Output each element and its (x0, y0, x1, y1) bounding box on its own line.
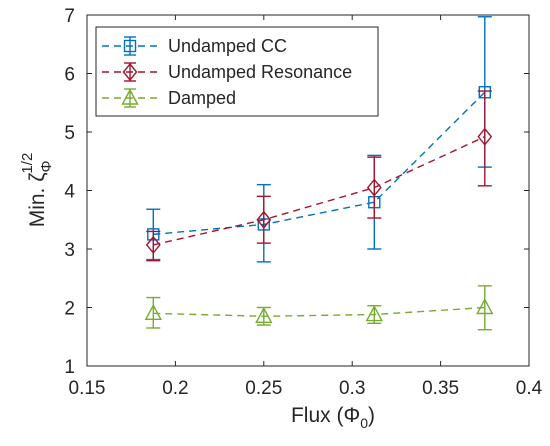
x-tick-label: 0.35 (422, 378, 459, 399)
y-tick-label: 5 (64, 123, 75, 144)
legend-marker (122, 62, 138, 82)
data-point (255, 306, 273, 323)
series-line (153, 306, 485, 317)
legend-marker (121, 88, 139, 105)
x-tick-label: 0.3 (339, 378, 365, 399)
series-layer (144, 16, 494, 331)
y-axis-label-main: Min. ζ (26, 173, 49, 228)
legend-item: Undamped Resonance (102, 62, 352, 82)
y-tick-label: 7 (64, 6, 75, 27)
y-axis-label-subscript: Φ (38, 161, 55, 173)
legend-item: Undamped CC (102, 36, 287, 56)
legend-item: Damped (102, 88, 236, 108)
y-tick-label: 2 (64, 299, 75, 320)
data-point (145, 235, 161, 255)
series-line (153, 91, 486, 236)
legend-label: Undamped CC (168, 36, 287, 56)
x-tick-label: 0.25 (245, 378, 282, 399)
axes: 0.15 0.2 0.25 0.3 0.35 0.4 1 2 3 4 5 6 7 (64, 6, 542, 399)
y-tick-label: 3 (64, 240, 75, 261)
data-point (366, 178, 382, 197)
x-axis-label: Flux (Φ0) (291, 404, 375, 431)
data-point (144, 303, 162, 321)
data-point (256, 210, 272, 229)
legend: Undamped CC Undamped Resonance Damped (95, 26, 379, 117)
y-tick-label: 4 (64, 182, 75, 203)
x-tick-label: 0.15 (69, 378, 106, 399)
legend-label: Damped (168, 88, 236, 108)
series-2 (144, 285, 494, 331)
y-tick-label: 1 (64, 357, 75, 378)
legend-marker (123, 39, 137, 53)
x-axis-label-close: ) (368, 404, 375, 427)
series-1 (145, 90, 493, 262)
y-axis-label-superscript: 1/2 (19, 153, 36, 174)
data-point (477, 127, 493, 146)
y-tick-label: 6 (64, 65, 75, 86)
y-axis-label: Min. ζΦ1/2 (19, 153, 55, 228)
x-tick-label: 0.2 (162, 378, 188, 399)
x-tick-label: 0.4 (516, 378, 543, 399)
legend-label: Undamped Resonance (168, 62, 352, 82)
x-axis-label-main: Flux (Φ (291, 404, 360, 427)
data-point (476, 298, 494, 315)
x-axis-label-subscript: 0 (360, 415, 368, 431)
data-point (365, 305, 383, 322)
y-axis-label-group: Min. ζΦ1/2 (19, 153, 55, 228)
series-line (153, 136, 486, 246)
